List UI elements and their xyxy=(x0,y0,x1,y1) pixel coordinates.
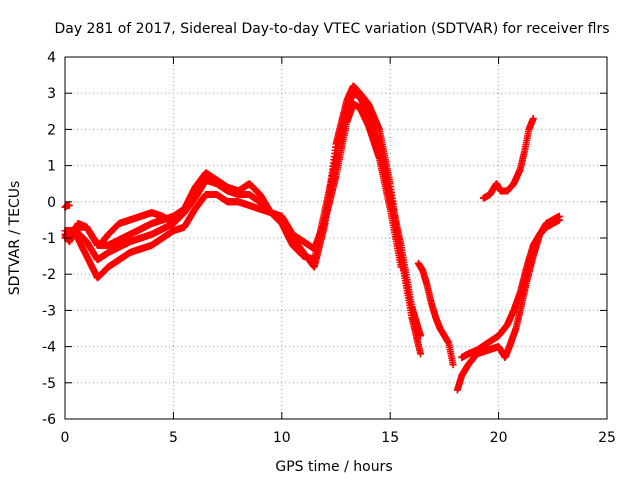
y-tick-label: 3 xyxy=(47,86,56,102)
series-track-d xyxy=(61,209,177,249)
series-track-f xyxy=(414,259,457,369)
series-track-c xyxy=(61,100,405,271)
y-tick-label: 1 xyxy=(47,159,56,175)
x-tick-label: 25 xyxy=(598,430,616,446)
series-track-g xyxy=(453,212,563,394)
y-tick-label: 2 xyxy=(47,122,56,138)
data-point xyxy=(417,332,425,340)
series-track-h xyxy=(458,216,563,361)
data-point xyxy=(397,263,405,271)
grid-lines xyxy=(65,57,607,419)
data-point xyxy=(529,115,537,123)
y-tick-label: -3 xyxy=(42,303,56,319)
data-point xyxy=(449,361,457,369)
data-point xyxy=(555,216,563,224)
y-tick-label: 0 xyxy=(47,195,56,211)
y-tick-label: -6 xyxy=(42,412,56,428)
x-axis-label: GPS time / hours xyxy=(275,459,392,475)
y-tick-label: -4 xyxy=(42,340,56,356)
x-tick-label: 5 xyxy=(169,430,178,446)
series-track-e xyxy=(61,201,73,211)
x-tick-label: 0 xyxy=(61,430,70,446)
axis-ticks: 0 5 10 15 20 25 -6 -5 -4 -3 -2 -1 0 1 2 3 4 xyxy=(42,50,616,446)
data-point xyxy=(169,220,177,228)
chart-title: Day 281 of 2017, Sidereal Day-to-day VTE… xyxy=(54,21,609,37)
x-tick-label: 20 xyxy=(490,430,508,446)
data-point xyxy=(417,350,425,358)
data-point xyxy=(65,201,73,209)
y-tick-label: -2 xyxy=(42,267,56,283)
x-tick-label: 15 xyxy=(381,430,399,446)
x-tick-label: 10 xyxy=(273,430,291,446)
y-tick-label: 4 xyxy=(47,50,56,66)
y-axis-label: SDTVAR / TECUs xyxy=(7,181,23,296)
y-tick-label: -1 xyxy=(42,231,56,247)
series-track-i xyxy=(479,115,537,202)
data-points xyxy=(61,82,563,394)
y-tick-label: -5 xyxy=(42,376,56,392)
